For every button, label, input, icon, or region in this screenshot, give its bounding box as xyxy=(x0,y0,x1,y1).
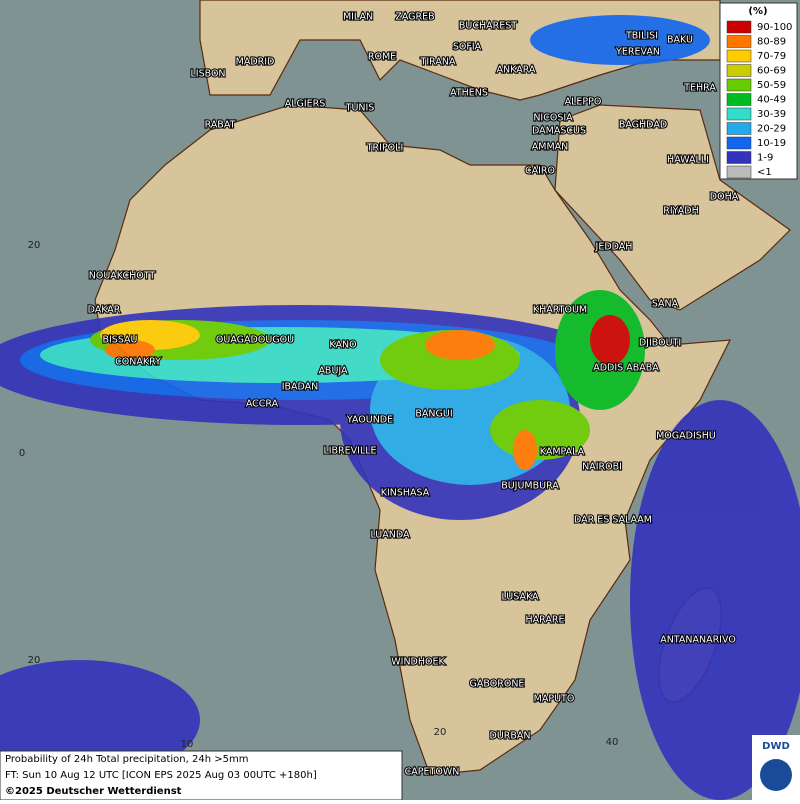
city-label: DURBAN xyxy=(490,731,531,742)
city-label: HARARE xyxy=(526,615,565,626)
city-label: WINDHOEK xyxy=(391,657,445,668)
city-label: MADRID xyxy=(236,57,275,68)
city-label: DAR ES SALAAM xyxy=(574,515,652,526)
city-label: ALEPPO xyxy=(565,97,602,108)
city-label: ANTANANARIVO xyxy=(660,635,736,646)
logo-icon xyxy=(760,759,792,791)
city-label: CAPETOWN xyxy=(405,767,460,778)
grid-label: 0 xyxy=(19,448,25,459)
city-labels: MILAN ZAGREB BUCHAREST TBILISI BAKU SOFIA ROME… xyxy=(86,10,739,778)
city-label: BISSAU xyxy=(102,335,137,346)
city-label: YEREVAN xyxy=(615,47,660,58)
grid-labels: 20 0 20 10 20 40 xyxy=(19,240,619,750)
legend-label: 80-89 xyxy=(757,37,786,48)
city-label: TIRANA xyxy=(420,57,456,68)
city-label: GABORONE xyxy=(470,679,525,690)
city-label: HAWALLI xyxy=(667,155,709,166)
legend-label: 20-29 xyxy=(757,124,786,135)
city-label: RIYADH xyxy=(663,206,698,217)
legend-swatch xyxy=(726,122,752,135)
city-label: NOUAKCHOTT xyxy=(89,271,156,282)
city-label: TRIPOLI xyxy=(366,143,404,154)
legend-swatch xyxy=(726,35,752,48)
city-label: CONAKRY xyxy=(115,357,161,368)
legend-label: 60-69 xyxy=(757,66,786,77)
grid-label: 20 xyxy=(434,727,447,738)
legend-label: 50-59 xyxy=(757,80,786,91)
city-label: MILAN xyxy=(343,12,373,23)
city-label: RABAT xyxy=(205,120,236,131)
city-label: ADDIS ABABA xyxy=(593,363,659,374)
city-label: LUANDA xyxy=(370,530,410,541)
city-label: TBILISI xyxy=(625,31,658,42)
legend-swatch xyxy=(726,49,752,63)
city-label: ZAGREB xyxy=(395,12,434,23)
legend-label: 90-100 xyxy=(757,22,792,33)
city-label: TEHRA xyxy=(683,83,716,94)
legend-label: 30-39 xyxy=(757,109,786,120)
city-label: DOHA xyxy=(710,192,739,203)
city-label: OUAGADOUGOU xyxy=(216,335,294,346)
city-label: SOFIA xyxy=(453,42,482,53)
grid-label: 20 xyxy=(28,240,41,251)
city-label: ACCRA xyxy=(246,399,279,410)
legend-swatch xyxy=(726,20,752,34)
city-label: KINSHASA xyxy=(381,488,430,499)
caption-line: Probability of 24h Total precipitation, … xyxy=(5,754,248,765)
caption-line: FT: Sun 10 Aug 12 UTC [ICON EPS 2025 Aug… xyxy=(5,770,317,781)
city-label: AMMAN xyxy=(532,142,569,153)
legend-swatch xyxy=(726,165,752,179)
city-label: SANA xyxy=(652,299,679,310)
city-label: MAPUTO xyxy=(534,694,575,705)
city-label: ABUJA xyxy=(318,366,348,377)
legend-label: <1 xyxy=(757,167,772,178)
city-label: KHARTOUM xyxy=(533,305,587,316)
city-label: BANGUI xyxy=(415,409,452,420)
city-label: JEDDAH xyxy=(595,242,633,253)
legend: (%) 90-100 80-89 70-79 60-69 50-59 40-49 30-39… xyxy=(719,2,798,180)
city-label: DAMASCUS xyxy=(532,126,586,137)
city-label: CAIRO xyxy=(525,166,555,177)
legend-swatch xyxy=(726,64,752,77)
city-label: BAGHDAD xyxy=(619,120,667,131)
caption-line: ©2025 Deutscher Wetterdienst xyxy=(5,786,182,797)
city-label: NICOSIA xyxy=(533,113,573,124)
city-label: ALGIERS xyxy=(285,99,326,110)
city-label: NAIROBI xyxy=(582,462,622,473)
precipitation xyxy=(0,15,800,800)
city-label: DJIBOUTI xyxy=(639,338,681,349)
city-label: ANKARA xyxy=(497,65,536,76)
city-label: LUSAKA xyxy=(501,592,539,603)
legend-label: 1-9 xyxy=(757,153,773,164)
city-label: BAKU xyxy=(667,35,693,46)
city-label: LISBON xyxy=(190,69,225,80)
city-label: DAKAR xyxy=(88,305,121,316)
grid-label: 10 xyxy=(181,739,194,750)
city-label: BUCHAREST xyxy=(459,21,517,32)
city-label: ROME xyxy=(368,52,396,63)
legend-swatch xyxy=(726,107,752,121)
city-label: ATHENS xyxy=(450,88,488,99)
grid-label: 40 xyxy=(606,737,619,748)
legend-label: 10-19 xyxy=(757,138,786,149)
city-label: LIBREVILLE xyxy=(323,446,376,457)
legend-title: (%) xyxy=(748,6,767,17)
city-label: MOGADISHU xyxy=(656,431,716,442)
city-label: IBADAN xyxy=(282,382,319,393)
legend-label: 70-79 xyxy=(757,51,786,62)
city-label: YAOUNDE xyxy=(346,415,393,426)
legend-label: 40-49 xyxy=(757,95,786,106)
city-label: TUNIS xyxy=(345,103,375,114)
legend-swatch xyxy=(726,136,752,150)
city-label: KANO xyxy=(329,340,356,351)
legend-swatch xyxy=(726,151,752,164)
city-label: KAMPALA xyxy=(540,447,585,458)
legend-swatch xyxy=(726,78,752,92)
logo: DWD xyxy=(762,741,790,752)
city-label: BUJUMBURA xyxy=(501,481,559,492)
grid-label: 20 xyxy=(28,655,41,666)
legend-swatch xyxy=(726,93,752,106)
